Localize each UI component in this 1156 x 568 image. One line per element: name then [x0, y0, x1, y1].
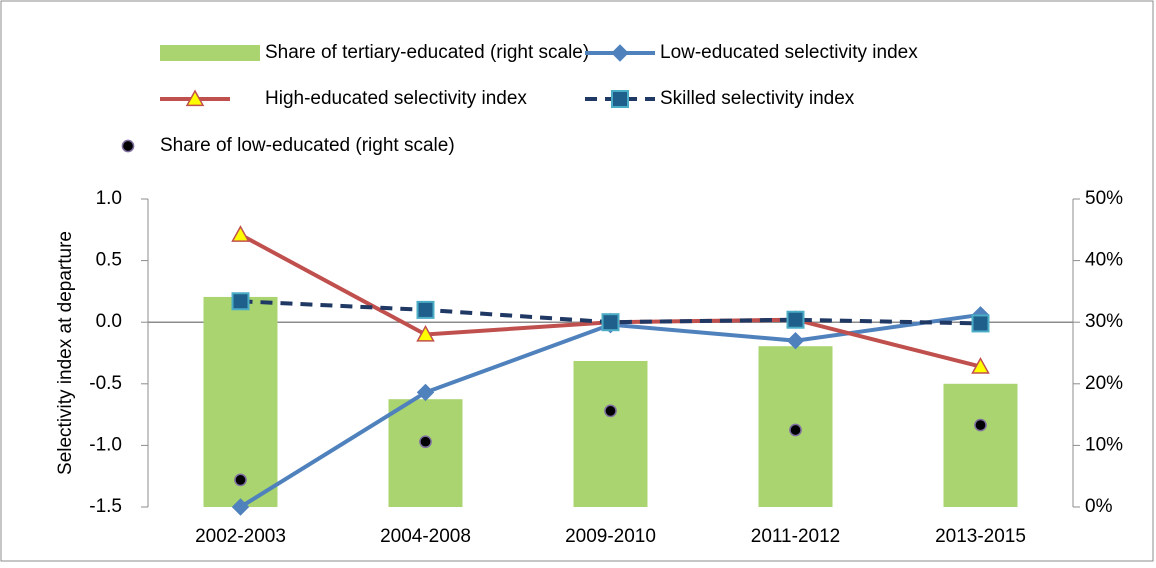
x-tick-label: 2004-2008 — [380, 526, 471, 547]
point-marker — [416, 383, 435, 402]
bar — [388, 399, 463, 507]
legend-label: Skilled selectivity index — [660, 88, 855, 109]
point-marker — [971, 357, 990, 374]
y-tick-label: 0.0 — [96, 311, 122, 332]
legend-label: High-educated selectivity index — [265, 88, 527, 109]
legend-marker — [185, 89, 205, 107]
scatter-point — [234, 473, 247, 487]
point-marker — [231, 292, 250, 311]
legend-label: Share of low-educated (right scale) — [160, 135, 455, 156]
legend-marker — [121, 139, 135, 153]
point-marker — [231, 498, 250, 516]
y2-tick-label: 10% — [1085, 434, 1123, 455]
legend-swatch — [160, 45, 260, 61]
bar — [943, 383, 1018, 507]
point-marker — [416, 300, 435, 319]
y-tick-label: 1.0 — [96, 188, 122, 209]
scatter-point — [789, 423, 802, 437]
point-marker — [601, 313, 620, 332]
point-marker — [416, 324, 435, 342]
scatter-point — [604, 404, 617, 418]
legend-marker — [611, 90, 629, 108]
scatter-point — [419, 435, 432, 449]
bar — [573, 361, 648, 507]
point-marker — [786, 310, 805, 329]
scatter-point — [974, 418, 987, 432]
x-tick-label: 2009-2010 — [565, 526, 656, 547]
legend-marker — [611, 44, 629, 62]
y2-tick-label: 30% — [1085, 311, 1123, 332]
x-tick-label: 2002-2003 — [195, 526, 286, 547]
y-axis-title: Selectivity index at departure — [55, 231, 76, 475]
y-tick-label: -1.5 — [89, 496, 122, 517]
x-tick-label: 2011-2012 — [751, 526, 840, 547]
y2-tick-label: 50% — [1085, 188, 1123, 209]
legend-label: Share of tertiary-educated (right scale) — [265, 42, 589, 63]
y2-tick-label: 0% — [1085, 496, 1113, 517]
point-marker — [786, 331, 805, 350]
point-marker — [971, 314, 990, 333]
y-tick-label: -0.5 — [89, 373, 122, 394]
y2-tick-label: 40% — [1085, 250, 1123, 271]
point-marker — [231, 225, 250, 242]
y2-tick-label: 20% — [1085, 373, 1123, 394]
y-tick-label: -1.0 — [89, 434, 122, 455]
legend-label: Low-educated selectivity index — [660, 42, 918, 63]
x-tick-label: 2013-2015 — [935, 526, 1026, 547]
y-tick-label: 0.5 — [96, 250, 122, 271]
bar — [203, 296, 278, 507]
